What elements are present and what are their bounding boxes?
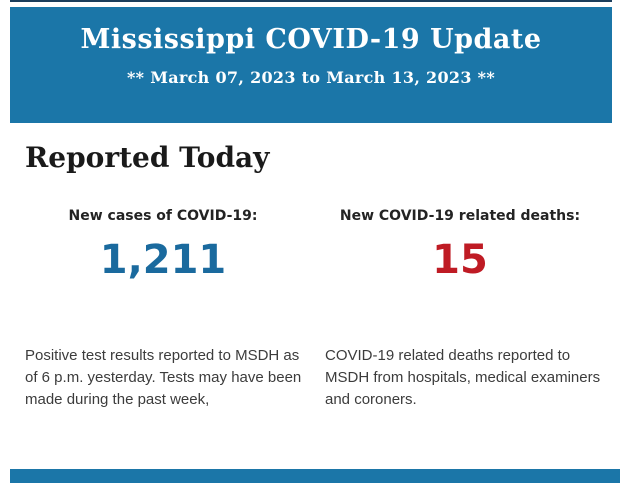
next-section-top-edge [10,469,620,483]
top-border-line [10,0,612,2]
section-title: Reported Today [25,141,270,174]
stat-new-deaths: New COVID-19 related deaths: 15 [322,208,598,280]
header-banner: Mississippi COVID-19 Update ** March 07,… [10,7,612,123]
page-title: Mississippi COVID-19 Update [80,24,542,55]
new-cases-label: New cases of COVID-19: [68,208,258,224]
new-deaths-description: COVID-19 related deaths reported to MSDH… [325,347,601,408]
new-cases-description: Positive test results reported to MSDH a… [25,347,302,408]
new-deaths-value: 15 [432,237,488,283]
date-range-subtitle: ** March 07, 2023 to March 13, 2023 ** [127,68,495,87]
new-cases-value: 1,211 [99,237,227,283]
stat-new-cases: New cases of COVID-19: 1,211 [25,208,301,280]
new-deaths-label: New COVID-19 related deaths: [339,208,581,224]
